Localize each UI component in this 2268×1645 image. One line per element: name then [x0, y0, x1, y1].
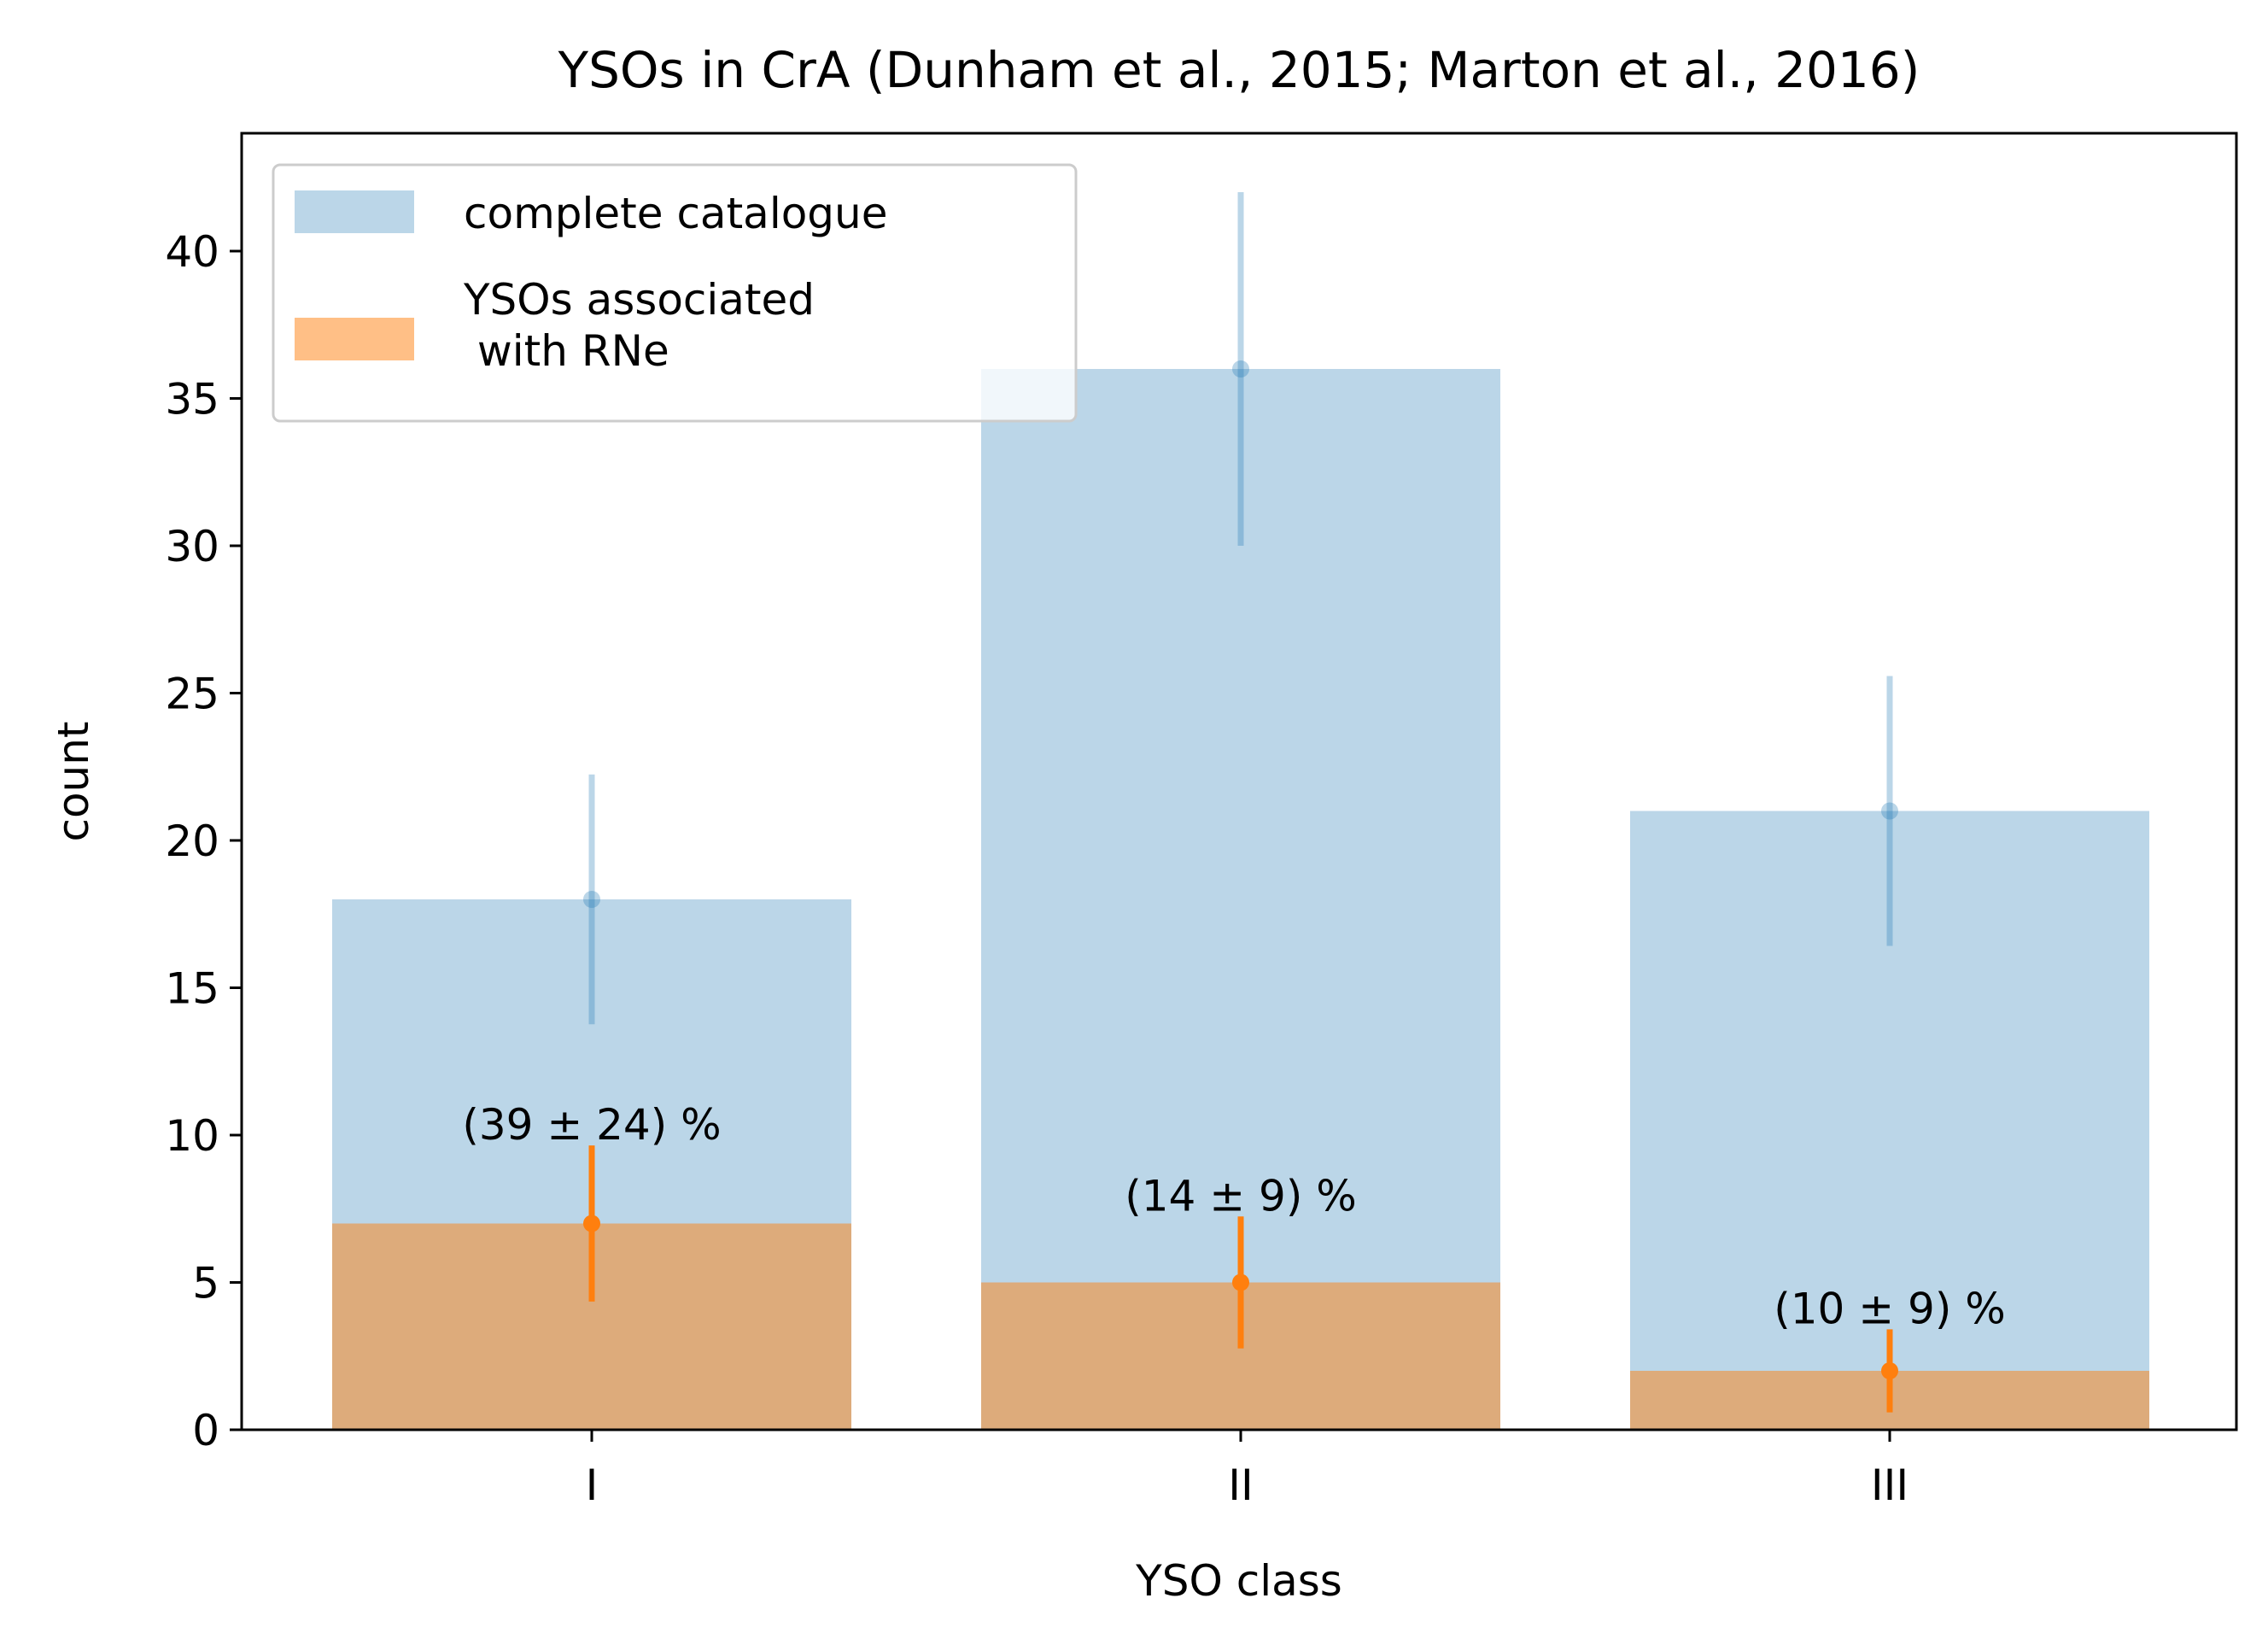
y-axis-label: count — [49, 721, 98, 841]
y-axis: 0 5 10 15 20 25 30 35 40 — [165, 227, 242, 1455]
y-tick-label: 10 — [165, 1111, 219, 1161]
point-rne-II — [1232, 1273, 1249, 1291]
y-tick-label: 30 — [165, 522, 219, 571]
x-tick-label: I — [586, 1461, 599, 1510]
y-tick-label: 5 — [192, 1259, 219, 1308]
y-tick-label: 25 — [165, 670, 219, 719]
y-tick-label: 0 — [192, 1406, 219, 1455]
x-tick-label: II — [1228, 1461, 1254, 1510]
errorbars-layer — [583, 192, 1898, 1413]
y-tick-label: 15 — [165, 964, 219, 1014]
bar-complete-III — [1630, 811, 2149, 1430]
legend-swatch-rne — [295, 318, 414, 360]
point-rne-III — [1881, 1362, 1898, 1379]
legend-label-rne-line: with RNe — [464, 326, 669, 376]
y-tick-label: 20 — [165, 817, 219, 866]
legend-box — [272, 163, 1078, 423]
legend-swatch-complete — [295, 190, 414, 233]
legend: complete catalogue YSOs associated with R… — [272, 163, 1078, 423]
point-complete-II — [1232, 360, 1249, 378]
plot-area-frame — [240, 132, 2238, 1431]
x-axis-label: YSO class — [1135, 1556, 1342, 1606]
x-axis: I II III — [586, 1430, 1909, 1510]
percentage-annotation-II: (14 ± 9) % — [1125, 1171, 1357, 1221]
legend-label-rne: YSOs associated with RNe — [463, 275, 815, 376]
percentage-annotation-I: (39 ± 24) % — [462, 1100, 721, 1150]
point-complete-I — [583, 891, 600, 908]
point-complete-III — [1881, 802, 1898, 820]
annotations-layer: (39 ± 24) % (14 ± 9) % (10 ± 9) % — [462, 1100, 2005, 1333]
legend-label-complete: complete catalogue — [464, 189, 887, 238]
y-tick-label: 35 — [165, 375, 219, 424]
percentage-annotation-III: (10 ± 9) % — [1774, 1284, 2006, 1333]
y-tick-label: 40 — [165, 227, 219, 277]
point-rne-I — [583, 1215, 600, 1232]
legend-label-rne-line: YSOs associated — [463, 275, 815, 325]
chart-title: YSOs in CrA (Dunham et al., 2015; Marton… — [558, 41, 1920, 99]
x-tick-label: III — [1871, 1461, 1909, 1510]
